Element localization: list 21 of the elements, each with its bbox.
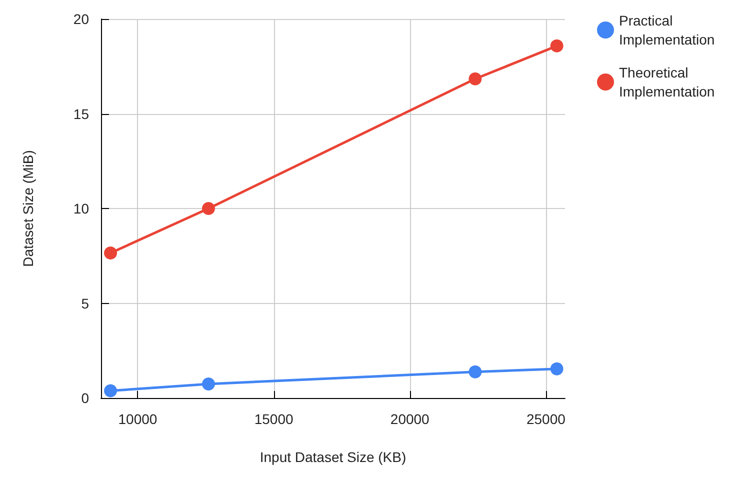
y-axis-title: Dataset Size (MiB): [20, 150, 36, 267]
x-tick-label: 15000: [254, 411, 294, 427]
legend-label: Theoretical Implementation: [619, 64, 715, 100]
y-tick-label: 15: [73, 106, 90, 122]
x-tick-label: 20000: [390, 411, 430, 427]
y-tick-label: 10: [73, 200, 90, 216]
point: [104, 384, 118, 398]
point: [468, 72, 482, 86]
x-tick-label: 10000: [118, 411, 158, 427]
x-tick-label: 25000: [526, 411, 566, 427]
x-axis-title: Input Dataset Size (KB): [260, 449, 406, 465]
y-tick-label: 20: [73, 11, 90, 27]
point: [104, 246, 118, 260]
y-tick-label: 0: [81, 390, 90, 406]
point: [550, 362, 564, 376]
point: [202, 202, 215, 215]
point: [550, 39, 564, 52]
legend-label: Practical Implementation: [619, 12, 715, 48]
point: [202, 377, 215, 390]
y-tick-label: 5: [81, 295, 90, 312]
point: [468, 365, 482, 378]
